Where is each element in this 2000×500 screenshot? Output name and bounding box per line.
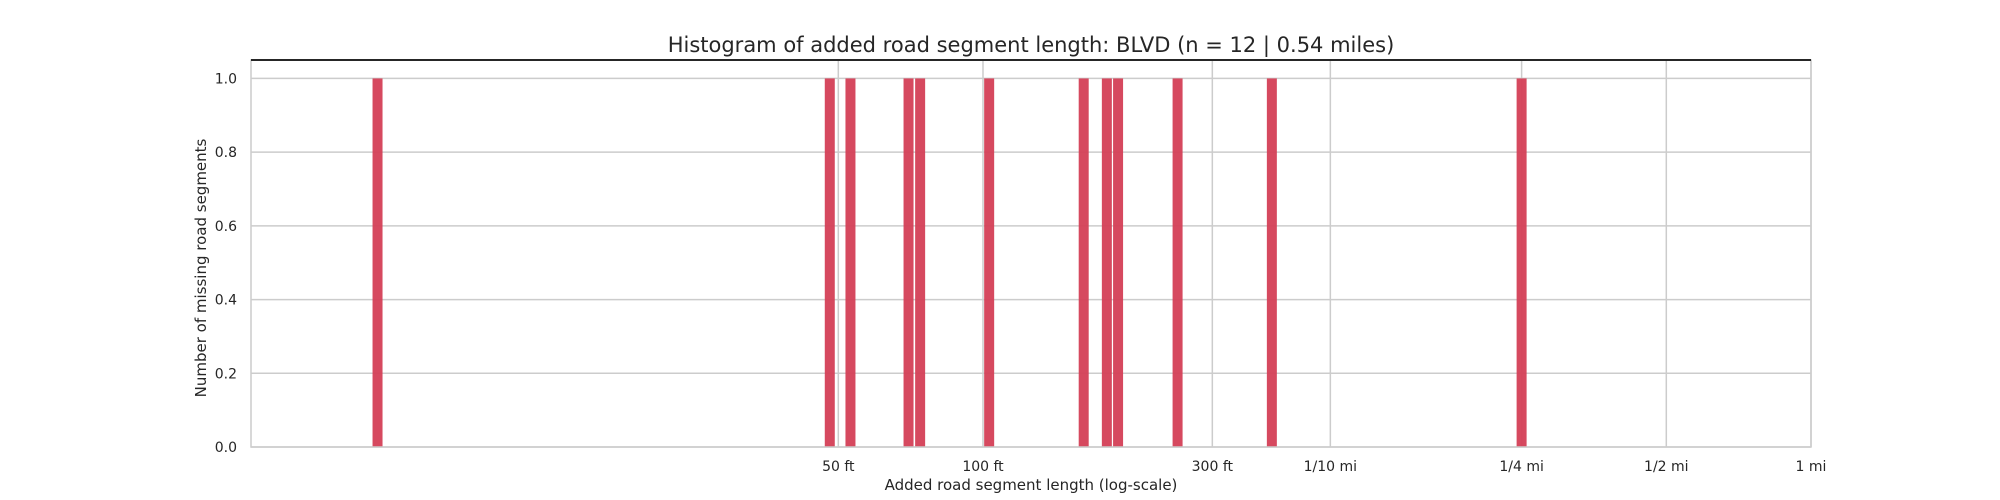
histogram-bar [1113,78,1124,447]
x-tick-label: 100 ft [962,459,1004,475]
y-tick-label: 1.0 [215,71,237,87]
histogram-bar [372,78,383,447]
x-tick-label: 1 mi [1796,459,1827,475]
histogram-bar [845,78,856,447]
bars-layer [372,78,1527,447]
histogram-bar [1266,78,1277,447]
y-tick-label: 0.2 [215,366,237,382]
plot-frame [250,59,1812,448]
y-tick-labels: 0.0 0.2 0.4 0.6 0.8 1.0 [215,71,237,456]
histogram-bar [915,78,926,447]
x-tick-label: 1/2 mi [1644,459,1689,475]
y-tick-label: 0.0 [215,440,237,456]
y-tick-label: 0.6 [215,219,237,235]
chart-title: Histogram of added road segment length: … [668,33,1395,58]
x-tick-label: 1/4 mi [1499,459,1544,475]
histogram-bar [903,78,914,447]
histogram-bar [1078,78,1089,447]
x-tick-labels: 50 ft 100 ft 300 ft 1/10 mi 1/4 mi 1/2 mi 1 mi [822,459,1826,475]
x-tick-label: 50 ft [822,459,855,475]
y-tick-label: 0.4 [215,293,237,309]
histogram-bar [984,78,995,447]
histogram-bar [824,78,835,447]
x-axis-label: Added road segment length (log-scale) [885,476,1178,494]
y-axis-label: Number of missing road segments [192,138,210,397]
histogram-bar [1101,78,1112,447]
histogram-bar [1516,78,1527,447]
y-tick-label: 0.8 [215,145,237,161]
histogram-bar [1172,78,1183,447]
x-tick-label: 300 ft [1192,459,1234,475]
x-tick-label: 1/10 mi [1304,459,1357,475]
grid-layer [251,60,1812,448]
